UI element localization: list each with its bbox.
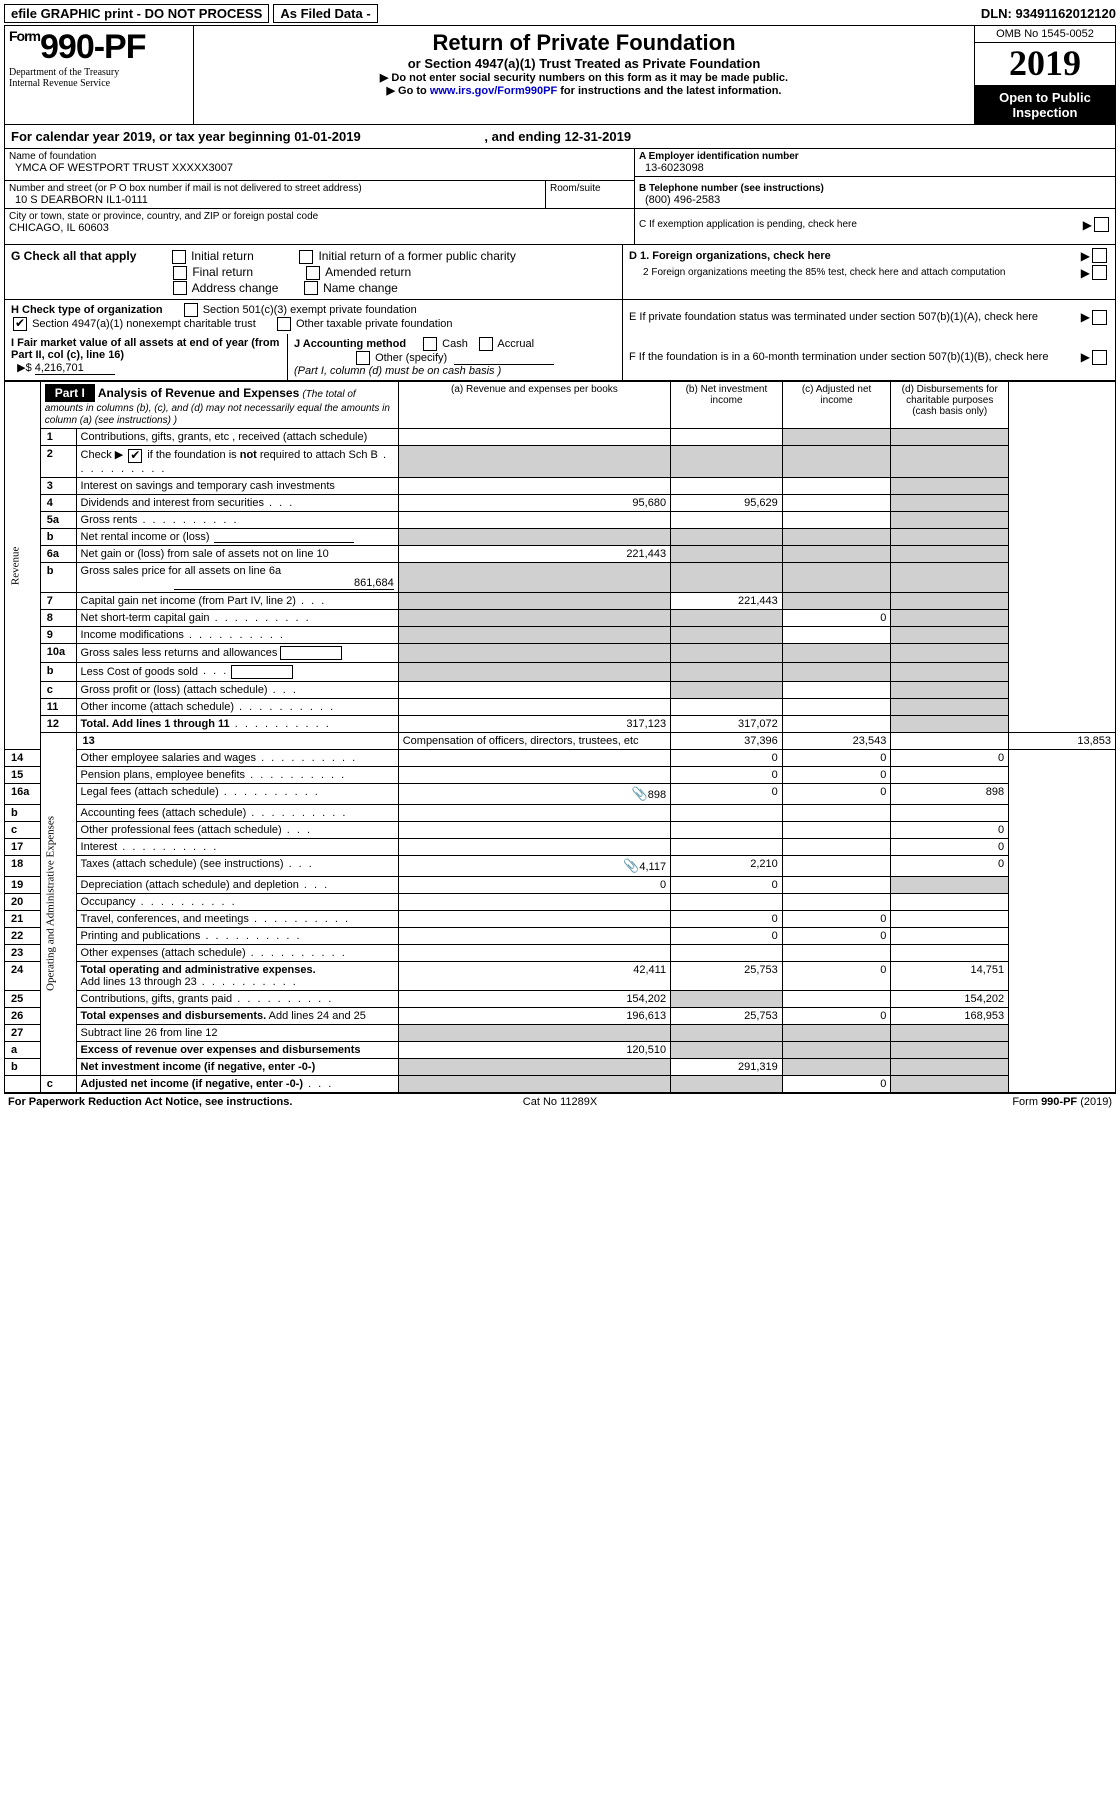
street-cell: Number and street (or P O box number if …: [5, 181, 545, 209]
section-c: C If exemption application is pending, c…: [635, 209, 1115, 234]
f-checkbox[interactable]: [1092, 350, 1107, 365]
section-f: F If the foundation is in a 60-month ter…: [623, 334, 1115, 380]
room-cell: Room/suite: [545, 181, 634, 209]
city-c-row: City or town, state or province, country…: [4, 209, 1116, 244]
ein-cell: A Employer identification number 13-6023…: [635, 149, 1115, 177]
asfiled-label: As Filed Data -: [273, 4, 377, 23]
form-year-block: OMB No 1545-0052 2019 Open to Public Ins…: [974, 26, 1115, 124]
g-former-checkbox[interactable]: [299, 250, 313, 264]
top-bar: efile GRAPHIC print - DO NOT PROCESS As …: [4, 4, 1116, 23]
g-amended-checkbox[interactable]: [306, 266, 320, 280]
expenses-side-label: Operating and Administrative Expenses: [40, 732, 76, 1075]
calendar-year-row: For calendar year 2019, or tax year begi…: [4, 125, 1116, 149]
j-other-checkbox[interactable]: [356, 351, 370, 365]
attachment-icon[interactable]: 📎: [632, 786, 648, 802]
name-ein-row: Name of foundation YMCA OF WESTPORT TRUS…: [4, 149, 1116, 181]
part1-table: Revenue Part I Analysis of Revenue and E…: [4, 381, 1116, 1092]
h-other-checkbox[interactable]: [277, 317, 291, 331]
schb-checkbox[interactable]: ✔: [128, 449, 142, 463]
address-tel-row: Number and street (or P O box number if …: [4, 181, 1116, 209]
g-d-row: G Check all that apply Initial return In…: [4, 244, 1116, 299]
telephone-cell: B Telephone number (see instructions) (8…: [635, 181, 1115, 209]
section-h: H Check type of organization Section 501…: [5, 300, 622, 334]
efile-label: efile GRAPHIC print - DO NOT PROCESS: [4, 4, 269, 23]
g-final-checkbox[interactable]: [173, 266, 187, 280]
c-checkbox[interactable]: [1094, 217, 1109, 232]
dln: DLN: 93491162012120: [981, 6, 1116, 21]
h-4947-checkbox[interactable]: ✔: [13, 317, 27, 331]
h-e-row: H Check type of organization Section 501…: [4, 299, 1116, 334]
g-initial-checkbox[interactable]: [172, 250, 186, 264]
g-name-checkbox[interactable]: [304, 281, 318, 295]
city-cell: City or town, state or province, country…: [5, 209, 634, 244]
revenue-side-label: Revenue: [5, 382, 41, 749]
section-e: E If private foundation status was termi…: [622, 300, 1115, 334]
attachment-icon[interactable]: 📎: [623, 858, 639, 874]
foundation-name-cell: Name of foundation YMCA OF WESTPORT TRUS…: [5, 149, 634, 181]
page-footer: For Paperwork Reduction Act Notice, see …: [4, 1093, 1116, 1110]
section-i: I Fair market value of all assets at end…: [5, 334, 288, 380]
j-cash-checkbox[interactable]: [423, 337, 437, 351]
section-d: D 1. Foreign organizations, check here▶ …: [622, 245, 1115, 299]
j-accrual-checkbox[interactable]: [479, 337, 493, 351]
ijf-row: I Fair market value of all assets at end…: [4, 334, 1116, 381]
d2-checkbox[interactable]: [1092, 265, 1107, 280]
form-title-block: Return of Private Foundation or Section …: [194, 26, 974, 124]
d1-checkbox[interactable]: [1092, 248, 1107, 263]
form-header: Form990-PF Department of the Treasury In…: [4, 25, 1116, 125]
form-id-block: Form990-PF Department of the Treasury In…: [5, 26, 194, 124]
section-j: J Accounting method Cash Accrual Other (…: [288, 334, 623, 380]
e-checkbox[interactable]: [1092, 310, 1107, 325]
section-g: G Check all that apply Initial return In…: [5, 245, 622, 299]
irs-link[interactable]: www.irs.gov/Form990PF: [430, 85, 557, 97]
h-501c3-checkbox[interactable]: [184, 303, 198, 317]
g-address-checkbox[interactable]: [173, 281, 187, 295]
